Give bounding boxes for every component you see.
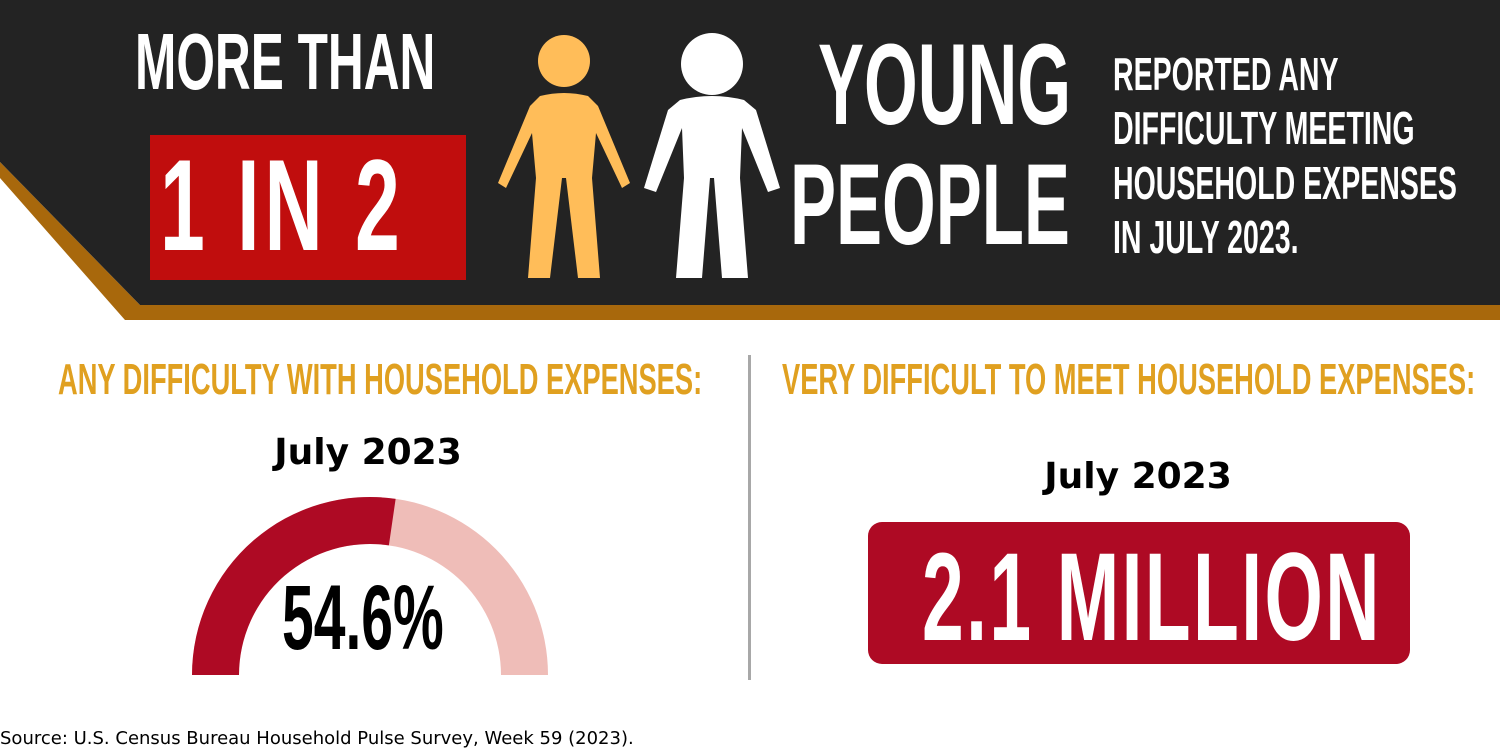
headline-ratio: 1 IN 2 <box>160 132 405 278</box>
headline-subject-line2: PEOPLE <box>790 141 1070 269</box>
panel-divider <box>748 355 751 680</box>
statement-line: HOUSEHOLD EXPENSES <box>1113 156 1457 209</box>
difficulty-gauge <box>192 497 548 675</box>
value-box <box>868 522 1410 664</box>
headline-statement: REPORTED ANY DIFFICULTY MEETING HOUSEHOL… <box>1113 47 1457 264</box>
person-icon <box>644 33 780 278</box>
statement-line: DIFFICULTY MEETING <box>1113 102 1415 155</box>
statement-line: IN JULY 2023. <box>1113 210 1299 263</box>
people-figures <box>498 33 780 278</box>
source-note: Source: U.S. Census Bureau Household Pul… <box>0 728 634 749</box>
value-box-text: 2.1 MILLION <box>922 528 1382 667</box>
statement-line: REPORTED ANY <box>1113 48 1339 100</box>
left-panel-title: ANY DIFFICULTY WITH HOUSEHOLD EXPENSES: <box>58 355 703 404</box>
right-panel-title: VERY DIFFICULT TO MEET HOUSEHOLD EXPENSE… <box>782 355 1476 404</box>
gauge-value: 54.6% <box>282 567 444 669</box>
headline-lead: MORE THAN <box>135 17 436 106</box>
person-icon-highlighted <box>498 35 630 278</box>
left-panel-period: July 2023 <box>274 432 462 473</box>
right-panel-period: July 2023 <box>1044 456 1232 497</box>
ratio-box <box>150 135 466 280</box>
gauge-fill <box>192 497 396 675</box>
headline-subject-line1: YOUNG <box>818 21 1072 149</box>
